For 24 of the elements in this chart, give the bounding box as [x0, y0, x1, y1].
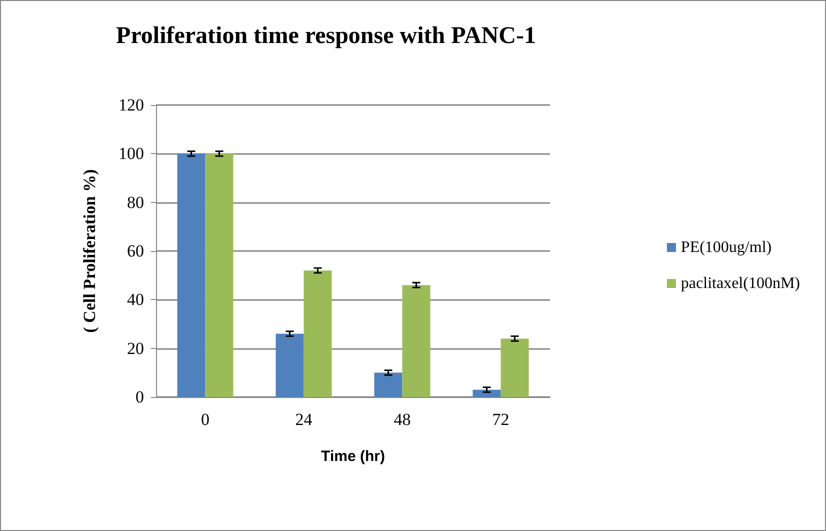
bar [374, 372, 402, 397]
x-tick-label: 24 [295, 410, 313, 429]
bar [177, 154, 206, 397]
y-tick-label: 40 [127, 290, 144, 310]
x-tick-label: 48 [394, 410, 411, 429]
legend-label: paclitaxel(100nM) [680, 275, 800, 292]
x-axis-title: Time (hr) [321, 448, 385, 465]
bar [205, 154, 234, 397]
y-tick-label: 60 [127, 242, 144, 260]
x-tick-label: 72 [492, 410, 510, 429]
y-tick-label: 0 [136, 388, 144, 406]
y-axis-title: ( Cell Proliferation %) [80, 169, 99, 333]
bar [402, 285, 430, 397]
bar [304, 270, 332, 397]
y-tick-label: 20 [127, 338, 144, 358]
x-tick-label: 0 [201, 410, 210, 429]
y-tick-label: 100 [118, 144, 144, 164]
bar [500, 338, 529, 397]
y-tick-label: 120 [118, 96, 144, 114]
y-tick-label: 80 [127, 192, 144, 212]
bar [472, 390, 501, 397]
bar [276, 334, 304, 397]
legend-label: PE(100ug/ml) [680, 239, 772, 256]
chart-title: Proliferation time response with PANC-1 [116, 23, 536, 49]
